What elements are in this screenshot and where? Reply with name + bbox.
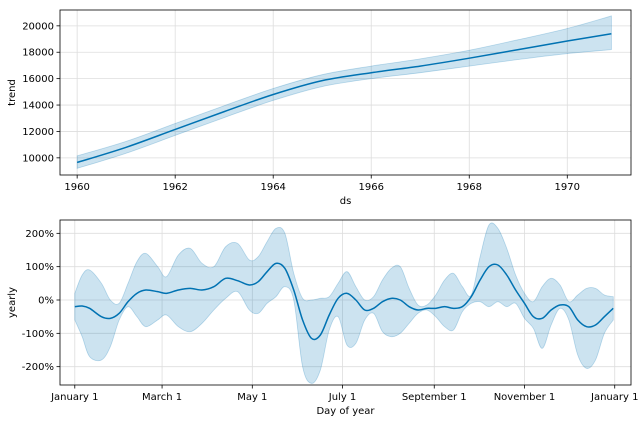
- y-axis-label: yearly: [7, 287, 18, 318]
- y-tick-label: 200%: [25, 229, 54, 240]
- x-tick-label: January 1: [590, 392, 638, 403]
- x-tick-label: 1970: [555, 182, 580, 193]
- x-axis-label: Day of year: [316, 406, 375, 417]
- y-tick-label: -100%: [22, 329, 54, 340]
- y-tick-label: 100%: [25, 262, 54, 273]
- y-tick-label: 20000: [22, 21, 54, 32]
- y-tick-label: 14000: [22, 101, 54, 112]
- chart-panel-1: 1960 1962 1964 1966 1968 1970 10000 12000 14000 1…: [7, 9, 632, 207]
- x-tick-label: July 1: [328, 392, 357, 403]
- x-axis-label: ds: [340, 196, 352, 207]
- y-tick-label: 0%: [38, 296, 54, 307]
- y-tick-label: 18000: [22, 48, 54, 59]
- uncertainty-band: [76, 15, 612, 169]
- x-tick-label: May 1: [237, 392, 267, 403]
- y-tick-label: 16000: [22, 74, 54, 85]
- y-axis-label: trend: [7, 79, 18, 106]
- x-tick-label: September 1: [402, 392, 467, 403]
- y-tick-label: -200%: [22, 362, 54, 373]
- x-tick-label: 1966: [359, 182, 384, 193]
- uncertainty-band: [74, 222, 614, 384]
- chart-panel-2: January 1 March 1 May 1 July 1 September 1 No…: [7, 219, 638, 417]
- x-tick-label: November 1: [494, 392, 556, 403]
- x-tick-label: 1962: [162, 182, 187, 193]
- x-tick-label: 1960: [64, 182, 89, 193]
- series-line: [74, 262, 614, 341]
- plot-frame: [59, 9, 632, 176]
- series-line: [76, 33, 612, 164]
- x-tick-label: March 1: [142, 392, 182, 403]
- plot-frame: [59, 219, 632, 386]
- x-tick-label: January 1: [50, 392, 98, 403]
- x-tick-label: 1964: [260, 182, 285, 193]
- y-tick-label: 10000: [22, 153, 54, 164]
- x-tick-label: 1968: [457, 182, 482, 193]
- y-tick-label: 12000: [22, 127, 54, 138]
